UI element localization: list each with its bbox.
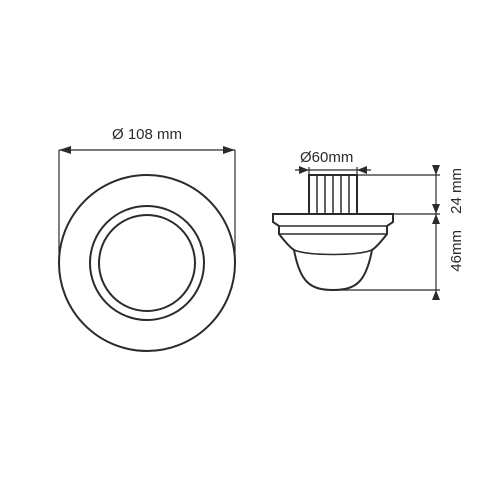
neck bbox=[309, 175, 357, 214]
height-24-label: 24 mm bbox=[448, 168, 465, 214]
diameter-dimension bbox=[59, 146, 235, 263]
drawing-canvas bbox=[0, 0, 500, 500]
front-view bbox=[59, 146, 235, 351]
diameter-108-label: Ø 108 mm bbox=[112, 126, 182, 143]
diameter-60-label: Ø60mm bbox=[300, 149, 353, 166]
height-46-label: 46mm bbox=[448, 230, 465, 272]
side-view bbox=[273, 165, 440, 300]
neck-diameter-dimension bbox=[295, 166, 371, 175]
